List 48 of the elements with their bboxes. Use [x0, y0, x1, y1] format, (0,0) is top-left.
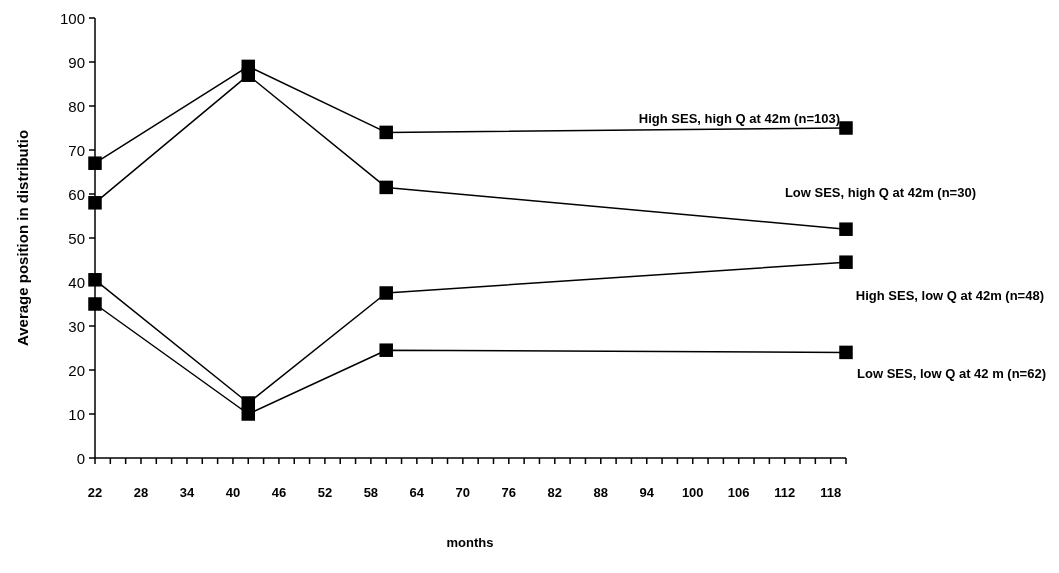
x-tick-label: 100 — [681, 484, 704, 500]
y-tick-label: 90 — [68, 53, 85, 71]
series-label: High SES, low Q at 42m (n=48) — [855, 287, 1044, 303]
x-tick-label: 52 — [317, 484, 333, 500]
point — [88, 297, 102, 311]
point — [839, 345, 853, 360]
x-tick-label: 64 — [409, 484, 425, 500]
y-axis-title: Average position in distributio — [13, 129, 31, 347]
point — [379, 286, 393, 300]
y-tick-label: 100 — [59, 9, 85, 27]
x-tick-label: 70 — [455, 484, 471, 500]
point — [839, 222, 853, 236]
point — [379, 343, 393, 357]
point — [379, 180, 393, 195]
point — [241, 68, 256, 82]
point — [839, 255, 853, 269]
y-tick-label: 50 — [68, 229, 85, 247]
point — [839, 121, 853, 135]
point — [379, 125, 393, 140]
point — [241, 407, 256, 421]
x-tick-label: 34 — [179, 484, 195, 500]
y-tick-label: 0 — [76, 449, 85, 467]
y-tick-label: 30 — [68, 317, 85, 335]
x-tick-label: 40 — [225, 484, 241, 500]
y-tick-label: 40 — [68, 273, 85, 291]
y-tick-label: 80 — [68, 97, 85, 115]
y-tick-label: 60 — [68, 185, 85, 203]
series-label: Low SES, high Q at 42m (n=30) — [784, 184, 976, 200]
series-label: High SES, high Q at 42m (n=103) — [638, 110, 840, 126]
x-tick-label: 58 — [363, 484, 379, 500]
x-tick-label: 22 — [87, 484, 103, 500]
x-tick-label: 94 — [639, 484, 655, 500]
point — [88, 273, 102, 287]
x-axis-title: months — [446, 534, 494, 550]
y-tick-label: 20 — [68, 361, 85, 379]
x-tick-label: 28 — [133, 484, 149, 500]
x-tick-label: 46 — [271, 484, 287, 500]
point — [88, 196, 102, 210]
series-label: Low SES, low Q at 42 m (n=62) — [857, 365, 1046, 381]
x-tick-label: 82 — [547, 484, 563, 500]
x-tick-label: 118 — [820, 484, 842, 500]
y-tick-label: 10 — [68, 405, 85, 423]
point — [88, 156, 102, 170]
x-tick-label: 88 — [593, 484, 609, 500]
x-tick-label: 112 — [774, 484, 796, 500]
y-tick-label: 70 — [68, 141, 85, 159]
x-tick-label: 76 — [501, 484, 517, 500]
x-tick-label: 106 — [727, 484, 750, 500]
